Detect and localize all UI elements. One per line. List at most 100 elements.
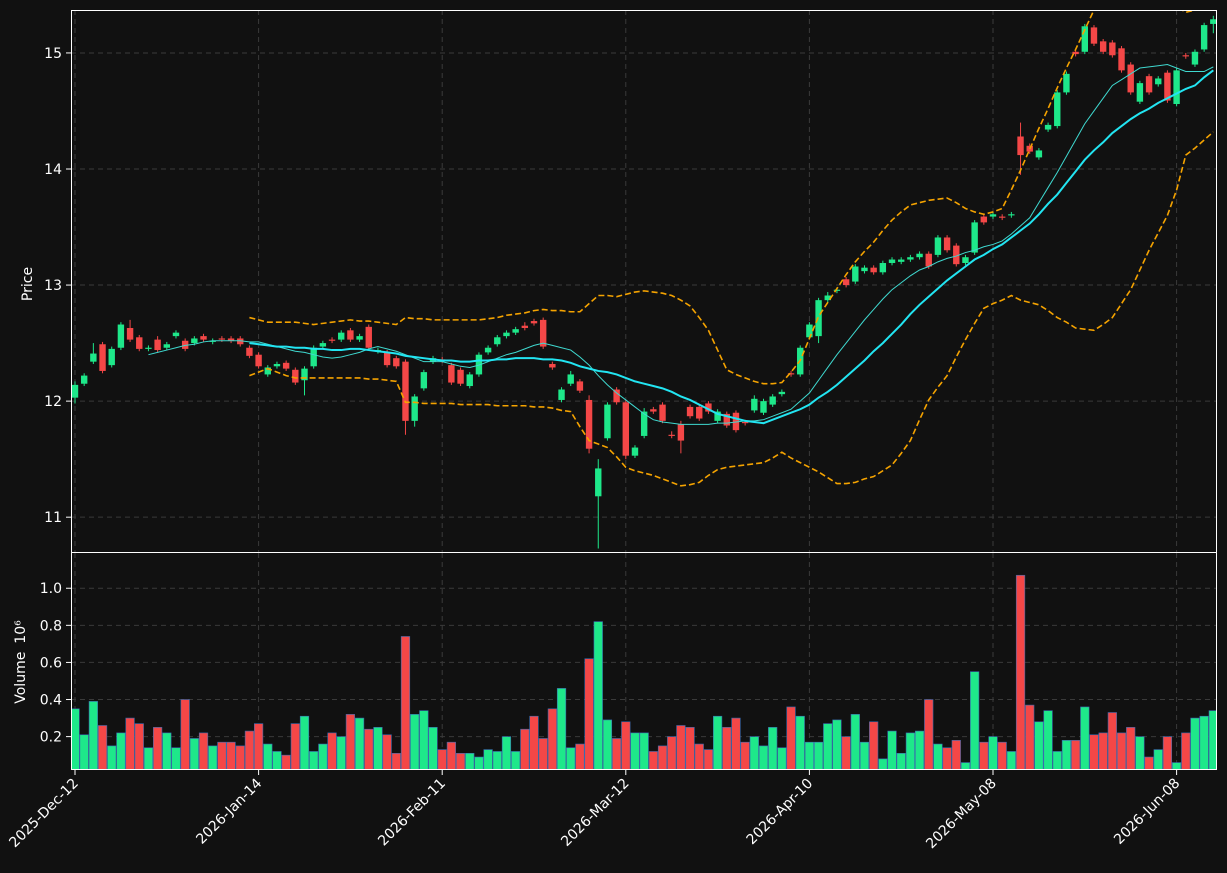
overlay-line — [249, 10, 1202, 385]
candle-body — [870, 267, 877, 273]
volume-bar — [1172, 762, 1182, 770]
volume-bar — [327, 732, 337, 770]
candle-body — [778, 391, 786, 395]
volume-bar — [400, 636, 411, 770]
volume-bar — [556, 688, 567, 770]
candle-body — [448, 365, 455, 383]
candle-body — [833, 289, 841, 291]
volume-bar — [914, 730, 925, 770]
candle-body — [1118, 48, 1125, 71]
volume-bar — [758, 745, 769, 770]
candle-body — [338, 332, 345, 340]
candle-body — [512, 329, 519, 333]
candle-body — [787, 373, 795, 375]
volume-bar — [575, 743, 585, 770]
candle-body — [971, 222, 978, 253]
candle-body — [539, 319, 547, 347]
volume-bar — [198, 732, 209, 770]
volume-bar — [446, 741, 456, 770]
candle-body — [1145, 76, 1153, 93]
volume-bar — [988, 736, 998, 770]
volume-bar — [602, 719, 613, 770]
volume-bar — [823, 723, 833, 770]
volume-bar — [1089, 734, 1099, 770]
volume-bar — [657, 745, 668, 770]
candle-body — [80, 375, 88, 384]
candle-body — [879, 263, 887, 273]
candle-body — [1017, 136, 1024, 156]
candle-body — [1054, 92, 1061, 127]
candle-body — [888, 259, 896, 264]
candle-body — [622, 402, 629, 456]
volume-bar — [226, 741, 236, 770]
candle-body — [484, 347, 492, 353]
candle-body — [1035, 150, 1043, 158]
volume-bar — [1162, 736, 1173, 770]
volume-bar — [924, 699, 934, 770]
candle-body — [1090, 27, 1098, 44]
candle-body — [640, 411, 648, 436]
volume-bar — [942, 747, 952, 770]
candle-body — [1182, 55, 1189, 57]
candle-body — [310, 347, 317, 367]
candle-body — [861, 267, 868, 272]
volume-bar — [1144, 756, 1154, 770]
volume-bar — [382, 734, 392, 770]
volume-bar — [336, 736, 346, 770]
candle-body — [934, 237, 942, 255]
candle-body — [356, 336, 363, 340]
volume-bar — [740, 741, 750, 770]
volume-bar — [492, 751, 502, 770]
volume-bar — [474, 756, 484, 770]
candle-body — [475, 354, 483, 375]
candle-body — [686, 406, 694, 417]
candle-body — [585, 399, 593, 449]
volume-bar — [309, 751, 319, 770]
volume-bar — [364, 728, 374, 770]
candle-body — [613, 389, 620, 403]
candle-body — [741, 422, 749, 424]
volume-bar — [538, 738, 548, 770]
candle-body — [576, 381, 584, 391]
volume-bar — [566, 747, 576, 770]
volume-bar — [437, 749, 447, 770]
volume-bar — [419, 710, 429, 770]
candle-body — [668, 434, 675, 436]
candle-body — [732, 412, 740, 431]
volume-tick-label: 0.8 — [40, 618, 62, 634]
volume-tick-label: 1.0 — [40, 581, 62, 597]
volume-bar — [786, 706, 796, 770]
volume-bar — [153, 727, 163, 770]
candle-body — [595, 468, 602, 497]
volume-bar — [299, 715, 310, 770]
volume-bar — [1061, 740, 1072, 770]
candle-body — [227, 338, 235, 341]
volume-bar — [391, 753, 401, 770]
volume-bar — [685, 727, 695, 770]
volume-bar — [1208, 710, 1217, 770]
candle-body — [246, 347, 253, 356]
candle-body — [631, 447, 639, 456]
volume-bar — [455, 753, 466, 770]
volume-bar — [1080, 706, 1090, 770]
candle-body — [751, 398, 758, 411]
candle-body — [943, 237, 951, 251]
volume-bar — [1107, 712, 1117, 770]
candle-body — [1173, 70, 1180, 105]
volume-bar — [869, 721, 879, 770]
candle-body — [99, 344, 106, 371]
candle-body — [237, 338, 244, 345]
overlay-line — [249, 131, 1214, 487]
volume-bar — [373, 727, 383, 770]
volume-bar — [1015, 574, 1026, 770]
volume-bar — [979, 741, 989, 770]
volume-bar — [1006, 751, 1016, 770]
candle-body — [273, 363, 281, 367]
volume-bar — [1098, 732, 1108, 770]
candle-body — [126, 328, 134, 340]
candle-body — [1191, 51, 1199, 65]
candle-body — [760, 401, 767, 413]
candle-body — [925, 253, 932, 267]
candle-body — [1164, 72, 1171, 101]
candle-body — [145, 347, 152, 349]
